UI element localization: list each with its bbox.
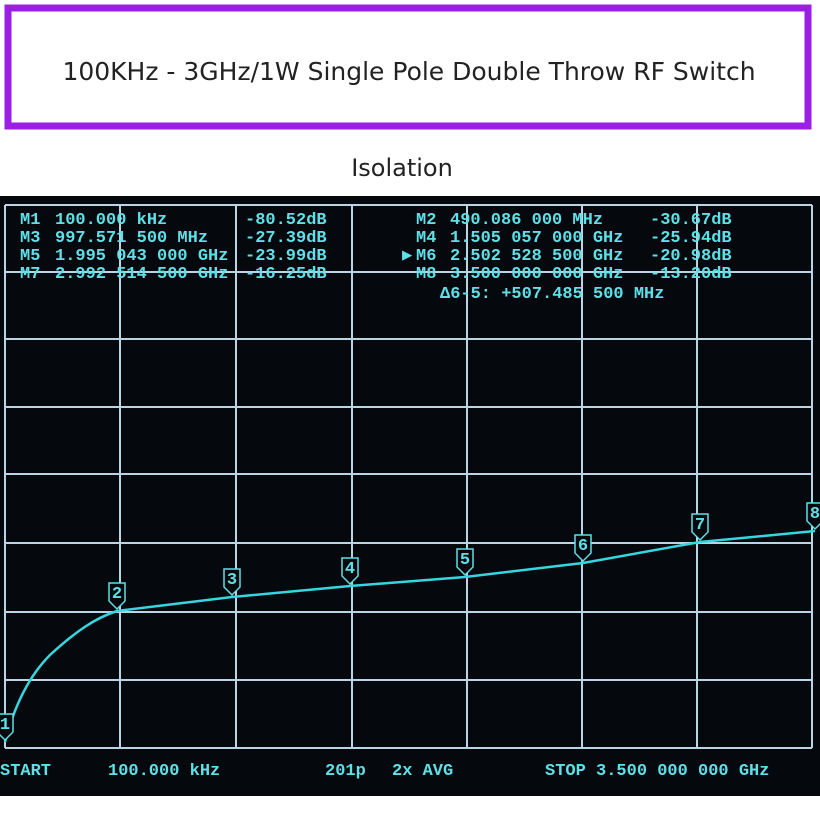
footer-points: 201p [325, 762, 366, 781]
marker-name: M1 [20, 211, 40, 230]
active-indicator: ▶ [402, 247, 413, 266]
marker-name: M4 [416, 229, 436, 248]
marker-flag-label: 3 [227, 571, 237, 590]
grid [4, 204, 813, 749]
marker-name: M8 [416, 265, 436, 284]
section-title: Isolation [351, 154, 453, 182]
footer-start-value: 100.000 kHz [108, 762, 220, 781]
marker-flag-label: 4 [345, 560, 355, 579]
marker-frequency: 2.992 514 500 GHz [55, 265, 228, 284]
marker-flag [691, 513, 709, 542]
title-box [4, 4, 812, 130]
marker-flag-label: 5 [460, 551, 470, 570]
title: 100KHz - 3GHz/1W Single Pole Double Thro… [62, 57, 755, 86]
marker-frequency: 1.995 043 000 GHz [55, 247, 228, 266]
delta: Δ6-5: +507.485 500 MHz [440, 285, 664, 304]
marker-level: -16.25dB [245, 265, 327, 284]
marker-level: -13.20dB [650, 265, 732, 284]
marker-frequency: 490.086 000 MHz [450, 211, 603, 230]
footer-start: START [0, 762, 51, 781]
marker-flag-label: 7 [695, 516, 705, 535]
marker-flag [341, 557, 359, 586]
marker-frequency: 2.502 528 500 GHz [450, 247, 623, 266]
marker-flag [223, 568, 241, 597]
marker-flag-label: 6 [578, 537, 588, 556]
marker-flag [108, 582, 126, 611]
footer-averaging: 2x AVG [392, 762, 453, 781]
marker-level: -23.99dB [245, 247, 327, 266]
marker-name: M3 [20, 229, 40, 248]
marker-flag [806, 502, 820, 531]
marker-flag-label: 8 [810, 505, 820, 524]
marker-level: -20.98dB [650, 247, 732, 266]
marker-frequency: 1.505 057 000 GHz [450, 229, 623, 248]
marker-flag [574, 534, 592, 563]
marker-frequency: 100.000 kHz [55, 211, 167, 230]
marker-frequency: 3.500 000 000 GHz [450, 265, 623, 284]
marker-level: -30.67dB [650, 211, 732, 230]
marker-flag [456, 548, 474, 577]
marker-name: M2 [416, 211, 436, 230]
marker-flag-label: 1 [0, 716, 10, 735]
marker-frequency: 997.571 500 MHz [55, 229, 208, 248]
marker-name: M7 [20, 265, 40, 284]
marker-name: M5 [20, 247, 40, 266]
marker-level: -25.94dB [650, 229, 732, 248]
marker-flag [0, 713, 14, 742]
footer-stop: STOP 3.500 000 000 GHz [545, 762, 769, 781]
marker-level: -27.39dB [245, 229, 327, 248]
marker-flag-label: 2 [112, 585, 122, 604]
trace [3, 529, 816, 743]
marker-name: M6 [416, 247, 436, 266]
marker-level: -80.52dB [245, 211, 327, 230]
screen [0, 196, 820, 796]
